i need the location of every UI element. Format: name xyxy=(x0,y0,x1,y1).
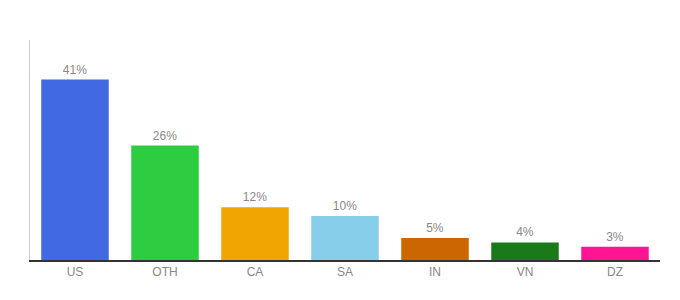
svg-text:3%: 3% xyxy=(606,230,624,244)
svg-text:VN: VN xyxy=(517,265,534,279)
svg-text:26%: 26% xyxy=(153,129,177,143)
svg-text:41%: 41% xyxy=(63,63,87,77)
svg-text:5%: 5% xyxy=(426,221,444,235)
svg-text:4%: 4% xyxy=(516,225,534,239)
svg-text:OTH: OTH xyxy=(152,265,177,279)
svg-text:10%: 10% xyxy=(333,199,357,213)
svg-text:US: US xyxy=(67,265,84,279)
svg-text:12%: 12% xyxy=(243,190,267,204)
svg-text:SA: SA xyxy=(337,265,353,279)
svg-text:DZ: DZ xyxy=(607,265,623,279)
svg-text:IN: IN xyxy=(429,265,441,279)
svg-text:CA: CA xyxy=(247,265,264,279)
